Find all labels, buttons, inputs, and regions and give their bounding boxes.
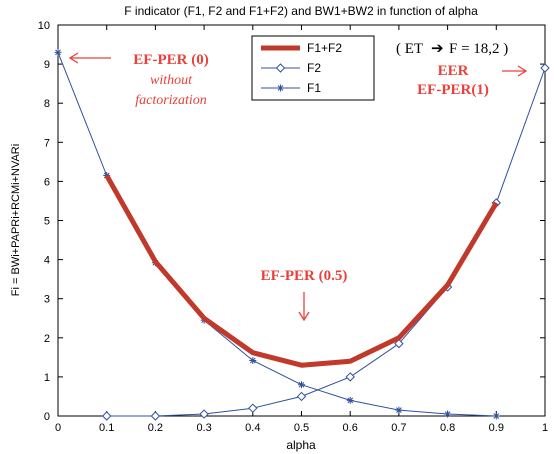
point-f1 — [395, 406, 403, 414]
point-f1 — [444, 410, 452, 418]
x-tick-label: 0.3 — [196, 422, 211, 434]
x-tick-label: 0.1 — [99, 422, 114, 434]
y-tick-label: 4 — [44, 255, 50, 267]
annotations: EF-PER (0) without factorization EER EF-… — [133, 52, 489, 284]
chart-title: F indicator (F1, F2 and F1+F2) and BW1+B… — [124, 4, 478, 18]
series-layer — [54, 48, 550, 421]
x-tick-label: 0.7 — [391, 422, 406, 434]
y-tick-label: 1 — [44, 372, 50, 384]
x-axis-label: alpha — [286, 438, 316, 452]
legend: F1+F2 F2 F1 — [251, 35, 375, 101]
point-f2 — [345, 372, 355, 382]
point-f2 — [248, 403, 258, 413]
legend-marker-f2 — [275, 63, 286, 73]
x-tick-label: 0.5 — [294, 422, 309, 434]
point-f2 — [394, 338, 404, 349]
annotation-ef-per-0: EF-PER (0) — [133, 52, 208, 68]
y-tick-label: 8 — [44, 98, 50, 110]
annotation-ef-per-05: EF-PER (0.5) — [261, 268, 348, 284]
point-f2 — [101, 411, 112, 421]
series-line-f1-f2 — [104, 174, 499, 368]
point-f2 — [199, 409, 209, 419]
et-prefix: ( ET — [396, 41, 423, 57]
x-tick-label: 1 — [542, 422, 548, 434]
point-f2 — [296, 391, 307, 402]
point-f1 — [492, 412, 500, 420]
legend-marker-f1 — [277, 84, 284, 92]
x-tick-label: 0.8 — [440, 422, 455, 434]
y-tick-label: 9 — [44, 59, 50, 71]
x-tick-label: 0 — [55, 422, 61, 434]
legend-label-f1: F1 — [307, 81, 321, 95]
y-tick-label: 2 — [44, 333, 50, 345]
y-tick-label: 5 — [44, 216, 50, 228]
et-annotation: ( ET ➔ F = 18,2 ) — [396, 40, 508, 57]
arrow-down-icon — [298, 292, 310, 322]
axis-ticks: 0 0.1 0.2 0.3 0.4 0.5 0.6 0.7 0.8 0.9 101234567891… — [38, 20, 548, 434]
x-tick-label: 0.6 — [343, 422, 358, 434]
annotation-eer: EER — [438, 63, 469, 79]
point-f2 — [540, 63, 550, 73]
y-tick-label: 7 — [44, 137, 50, 149]
y-tick-label: 3 — [44, 294, 50, 306]
point-f1 — [249, 356, 257, 364]
legend-label-f1f2: F1+F2 — [307, 41, 342, 55]
annotation-arrows — [68, 52, 528, 322]
point-f1 — [54, 48, 62, 56]
point-f2 — [150, 411, 161, 421]
y-tick-label: 10 — [38, 20, 50, 32]
point-f1 — [298, 381, 305, 389]
y-axis-label: Fi = BWi+PAPRi+RCMi+NVARi — [10, 144, 22, 296]
et-arrow-icon: ➔ — [431, 40, 444, 57]
annotation-without: without — [150, 73, 193, 88]
x-tick-label: 0.9 — [489, 422, 504, 434]
arrow-left-icon — [68, 52, 111, 64]
point-f1 — [346, 396, 354, 404]
y-tick-label: 0 — [44, 411, 50, 423]
legend-label-f2: F2 — [307, 61, 321, 75]
annotation-factorization: factorization — [135, 93, 207, 108]
arrow-right-icon — [502, 65, 528, 77]
annotation-ef-per-1: EF-PER(1) — [417, 82, 489, 98]
y-tick-label: 6 — [44, 176, 50, 188]
et-suffix: F = 18,2 ) — [449, 41, 508, 57]
x-tick-label: 0.4 — [245, 422, 260, 434]
x-tick-label: 0.2 — [148, 422, 163, 434]
